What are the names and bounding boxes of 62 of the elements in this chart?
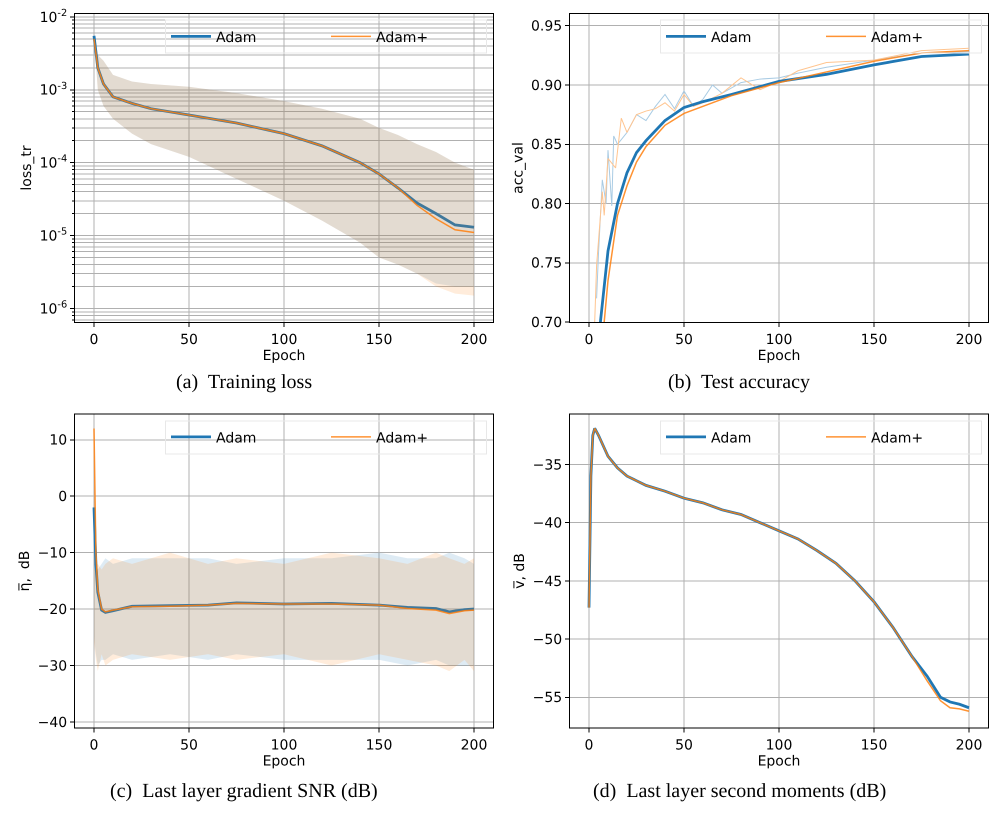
legend-label: Adam: [216, 430, 256, 446]
x-axis-title: Epoch: [262, 348, 306, 364]
legend-label: Adam+: [871, 30, 924, 46]
legend-label: Adam+: [376, 430, 428, 446]
y-tick-label: −10: [38, 546, 68, 562]
x-tick-label: 150: [860, 332, 888, 348]
legend-label: Adam: [711, 430, 752, 446]
x-tick-label: 200: [956, 332, 982, 348]
y-tick-label: 0.70: [531, 315, 562, 332]
y-tick-label: 10: [49, 432, 68, 449]
x-tick-label: 100: [766, 332, 792, 348]
y-axis-title: v̅, dB: [512, 553, 528, 590]
y-tick-label: 0.90: [531, 78, 562, 94]
x-tick-label: 0: [584, 737, 594, 754]
y-tick-label: 0.95: [531, 18, 562, 35]
y-tick-label: −50: [532, 632, 562, 648]
legend-label: Adam+: [871, 430, 924, 446]
y-tick-label: 0.75: [531, 256, 562, 272]
y-axis-title: acc_val: [510, 142, 527, 194]
x-tick-label: 50: [180, 737, 198, 754]
y-tick-label: −20: [38, 602, 68, 618]
x-tick-label: 0: [584, 332, 594, 348]
x-tick-label: 200: [460, 737, 488, 754]
x-axis-title: Epoch: [758, 348, 800, 364]
legend-label: Adam: [216, 30, 256, 46]
y-tick-label: −55: [532, 690, 562, 706]
y-tick-label: −40: [38, 714, 68, 731]
y-tick-label: −45: [532, 574, 562, 590]
x-tick-label: 50: [675, 332, 693, 348]
y-tick-label: −40: [532, 516, 562, 532]
x-tick-label: 100: [766, 737, 792, 754]
x-tick-label: 150: [366, 332, 392, 348]
y-tick-label: 10$^{-5}$: [40, 226, 68, 244]
y-tick-label: 0.80: [531, 196, 562, 212]
legend-label: Adam+: [376, 30, 428, 46]
text: (b) Test accuracy: [668, 371, 810, 393]
x-axis-title: Epoch: [758, 753, 800, 770]
x-tick-label: 50: [180, 332, 198, 348]
x-tick-label: 150: [366, 737, 392, 754]
y-tick-label: −30: [38, 658, 68, 674]
x-axis-title: Epoch: [262, 753, 306, 770]
x-tick-label: 50: [675, 737, 693, 754]
y-tick-label: 10$^{-4}$: [40, 154, 68, 172]
x-tick-label: 100: [270, 332, 298, 348]
y-tick-label: −35: [532, 457, 562, 474]
text: (a) Training loss: [176, 371, 312, 393]
text: (c) Last layer gradient SNR (dB): [110, 780, 378, 802]
legend-label: Adam: [711, 30, 752, 46]
x-tick-label: 100: [270, 737, 298, 754]
x-tick-label: 200: [460, 332, 488, 348]
y-tick-label: 10$^{-2}$: [40, 8, 68, 26]
x-tick-label: 0: [90, 737, 98, 754]
y-axis-title: loss_tr: [19, 145, 36, 191]
y-tick-label: 10$^{-3}$: [40, 80, 68, 99]
x-tick-label: 150: [860, 737, 888, 754]
y-tick-label: 0: [58, 489, 68, 506]
y-tick-label: 0.85: [531, 137, 562, 154]
x-tick-label: 200: [956, 737, 982, 754]
y-tick-label: 10$^{-6}$: [40, 299, 68, 318]
text: (d) Last layer second moments (dB): [593, 780, 886, 802]
y-axis-title: η̅, dB: [17, 550, 34, 592]
x-tick-label: 0: [90, 332, 98, 348]
